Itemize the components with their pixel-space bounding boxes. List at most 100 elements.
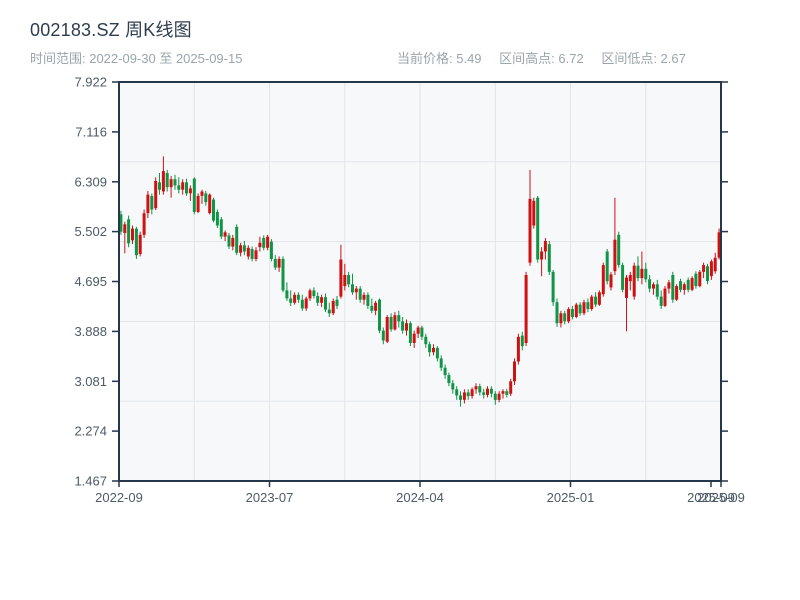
candle [401,317,405,334]
candle [192,177,196,215]
price-stats: 当前价格: 5.49 区间高点: 6.72 区间低点: 2.67 [397,48,700,67]
candle [709,259,713,280]
candle [594,292,598,308]
candle [459,391,462,407]
candle [405,319,408,336]
candle [173,174,177,190]
candle [648,275,652,293]
date-range-label: 时间范围: 2022-09-30 至 2025-09-15 [30,51,243,66]
candle [262,235,266,251]
candle [659,290,663,309]
candle [543,237,547,260]
candle [254,247,258,262]
candle [370,298,374,314]
candle [532,197,536,229]
candle [717,228,721,260]
candle [231,234,235,251]
candle [412,330,416,348]
candle [540,247,544,277]
candle [362,292,366,305]
candle [524,271,528,347]
candle [223,230,227,241]
candle [447,372,451,387]
candle [381,327,385,345]
candle [212,197,215,223]
candle [327,302,331,317]
candle [713,252,717,274]
candle [466,389,470,400]
candle [428,341,432,357]
candle [293,292,297,305]
candle [640,251,644,285]
candle [324,293,327,313]
candle [215,209,219,228]
candle [374,300,378,316]
candle [690,276,694,292]
candle [486,386,489,398]
y-axis: 7.922 7.116 6.309 5.502 4.695 3.888 3.081 2.274… [74,75,728,489]
candle [679,278,682,293]
candle [258,236,262,252]
candle [389,313,393,332]
candle [289,290,293,306]
candle [150,193,154,215]
candle [354,286,358,300]
x-tick-label: 2022-09 [95,490,143,505]
candle [671,271,675,303]
candle [161,156,165,195]
candle [200,189,204,204]
y-tick-label: 5.502 [74,224,107,239]
candle [235,224,239,256]
candle [513,358,516,385]
candle [586,298,590,313]
candle [625,275,628,332]
candle [451,380,455,394]
candle [570,305,574,320]
candle [574,302,578,319]
candle [667,279,671,294]
candle [694,271,698,289]
x-axis: 2022-09 2023-07 2024-04 2025-01 2025-092025-… [95,481,745,505]
candle [320,294,324,308]
candle [435,346,439,362]
candle [177,177,181,194]
candle [239,242,243,257]
candle [702,262,706,279]
x-tick-label: 2025-09 [697,490,745,505]
candle [358,286,362,303]
x-tick-label: 2024-04 [396,490,444,505]
x-tick-label: 2025-01 [547,490,595,505]
candle [188,185,192,201]
current-price-stat: 当前价格: 5.49 [397,51,482,66]
candle [482,388,486,399]
candle [134,226,138,259]
candle [219,216,223,240]
candle [547,241,551,275]
candle [277,256,281,272]
candle [682,282,686,295]
candle [250,246,254,262]
candle [158,173,161,195]
candle [578,302,582,316]
candle [636,256,640,282]
candle [613,197,617,275]
candle [242,241,246,256]
candle [555,298,559,327]
candle [312,287,316,299]
candle [397,310,401,328]
candle [269,239,273,262]
candle [493,391,497,405]
candle [675,284,679,301]
candle [432,344,435,356]
candle [567,307,571,324]
candle [393,312,397,331]
y-tick-label: 7.922 [74,75,107,90]
candle [169,176,173,198]
candle [455,386,459,400]
candle [123,221,127,254]
candle [528,169,532,266]
candle [246,245,250,260]
candle [127,215,131,248]
